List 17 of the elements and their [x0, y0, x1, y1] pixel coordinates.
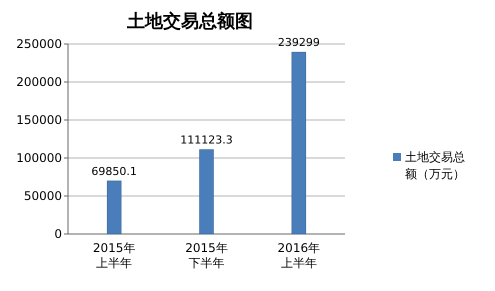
- y-tick-label: 200000: [16, 75, 62, 90]
- y-tick-label: 0: [54, 227, 62, 242]
- bar: [199, 149, 214, 234]
- y-tick-label: 50000: [24, 189, 62, 204]
- y-tick-label: 150000: [16, 113, 62, 128]
- chart-title: 土地交易总额图: [126, 11, 253, 32]
- bar: [106, 180, 122, 234]
- legend-label: 土地交易总额（万元）: [405, 150, 465, 181]
- x-tick-label: 2016年上半年: [278, 241, 320, 270]
- data-label: 69850.1: [91, 164, 137, 178]
- data-label: 111123.3: [180, 134, 233, 147]
- x-tick-label: 2015年下半年: [185, 241, 228, 270]
- x-tick-label: 2015年上半年: [92, 241, 136, 270]
- data-label: 239299: [278, 36, 320, 50]
- y-tick-label: 100000: [16, 151, 62, 166]
- y-tick-label: 250000: [16, 37, 62, 52]
- bar: [292, 52, 306, 234]
